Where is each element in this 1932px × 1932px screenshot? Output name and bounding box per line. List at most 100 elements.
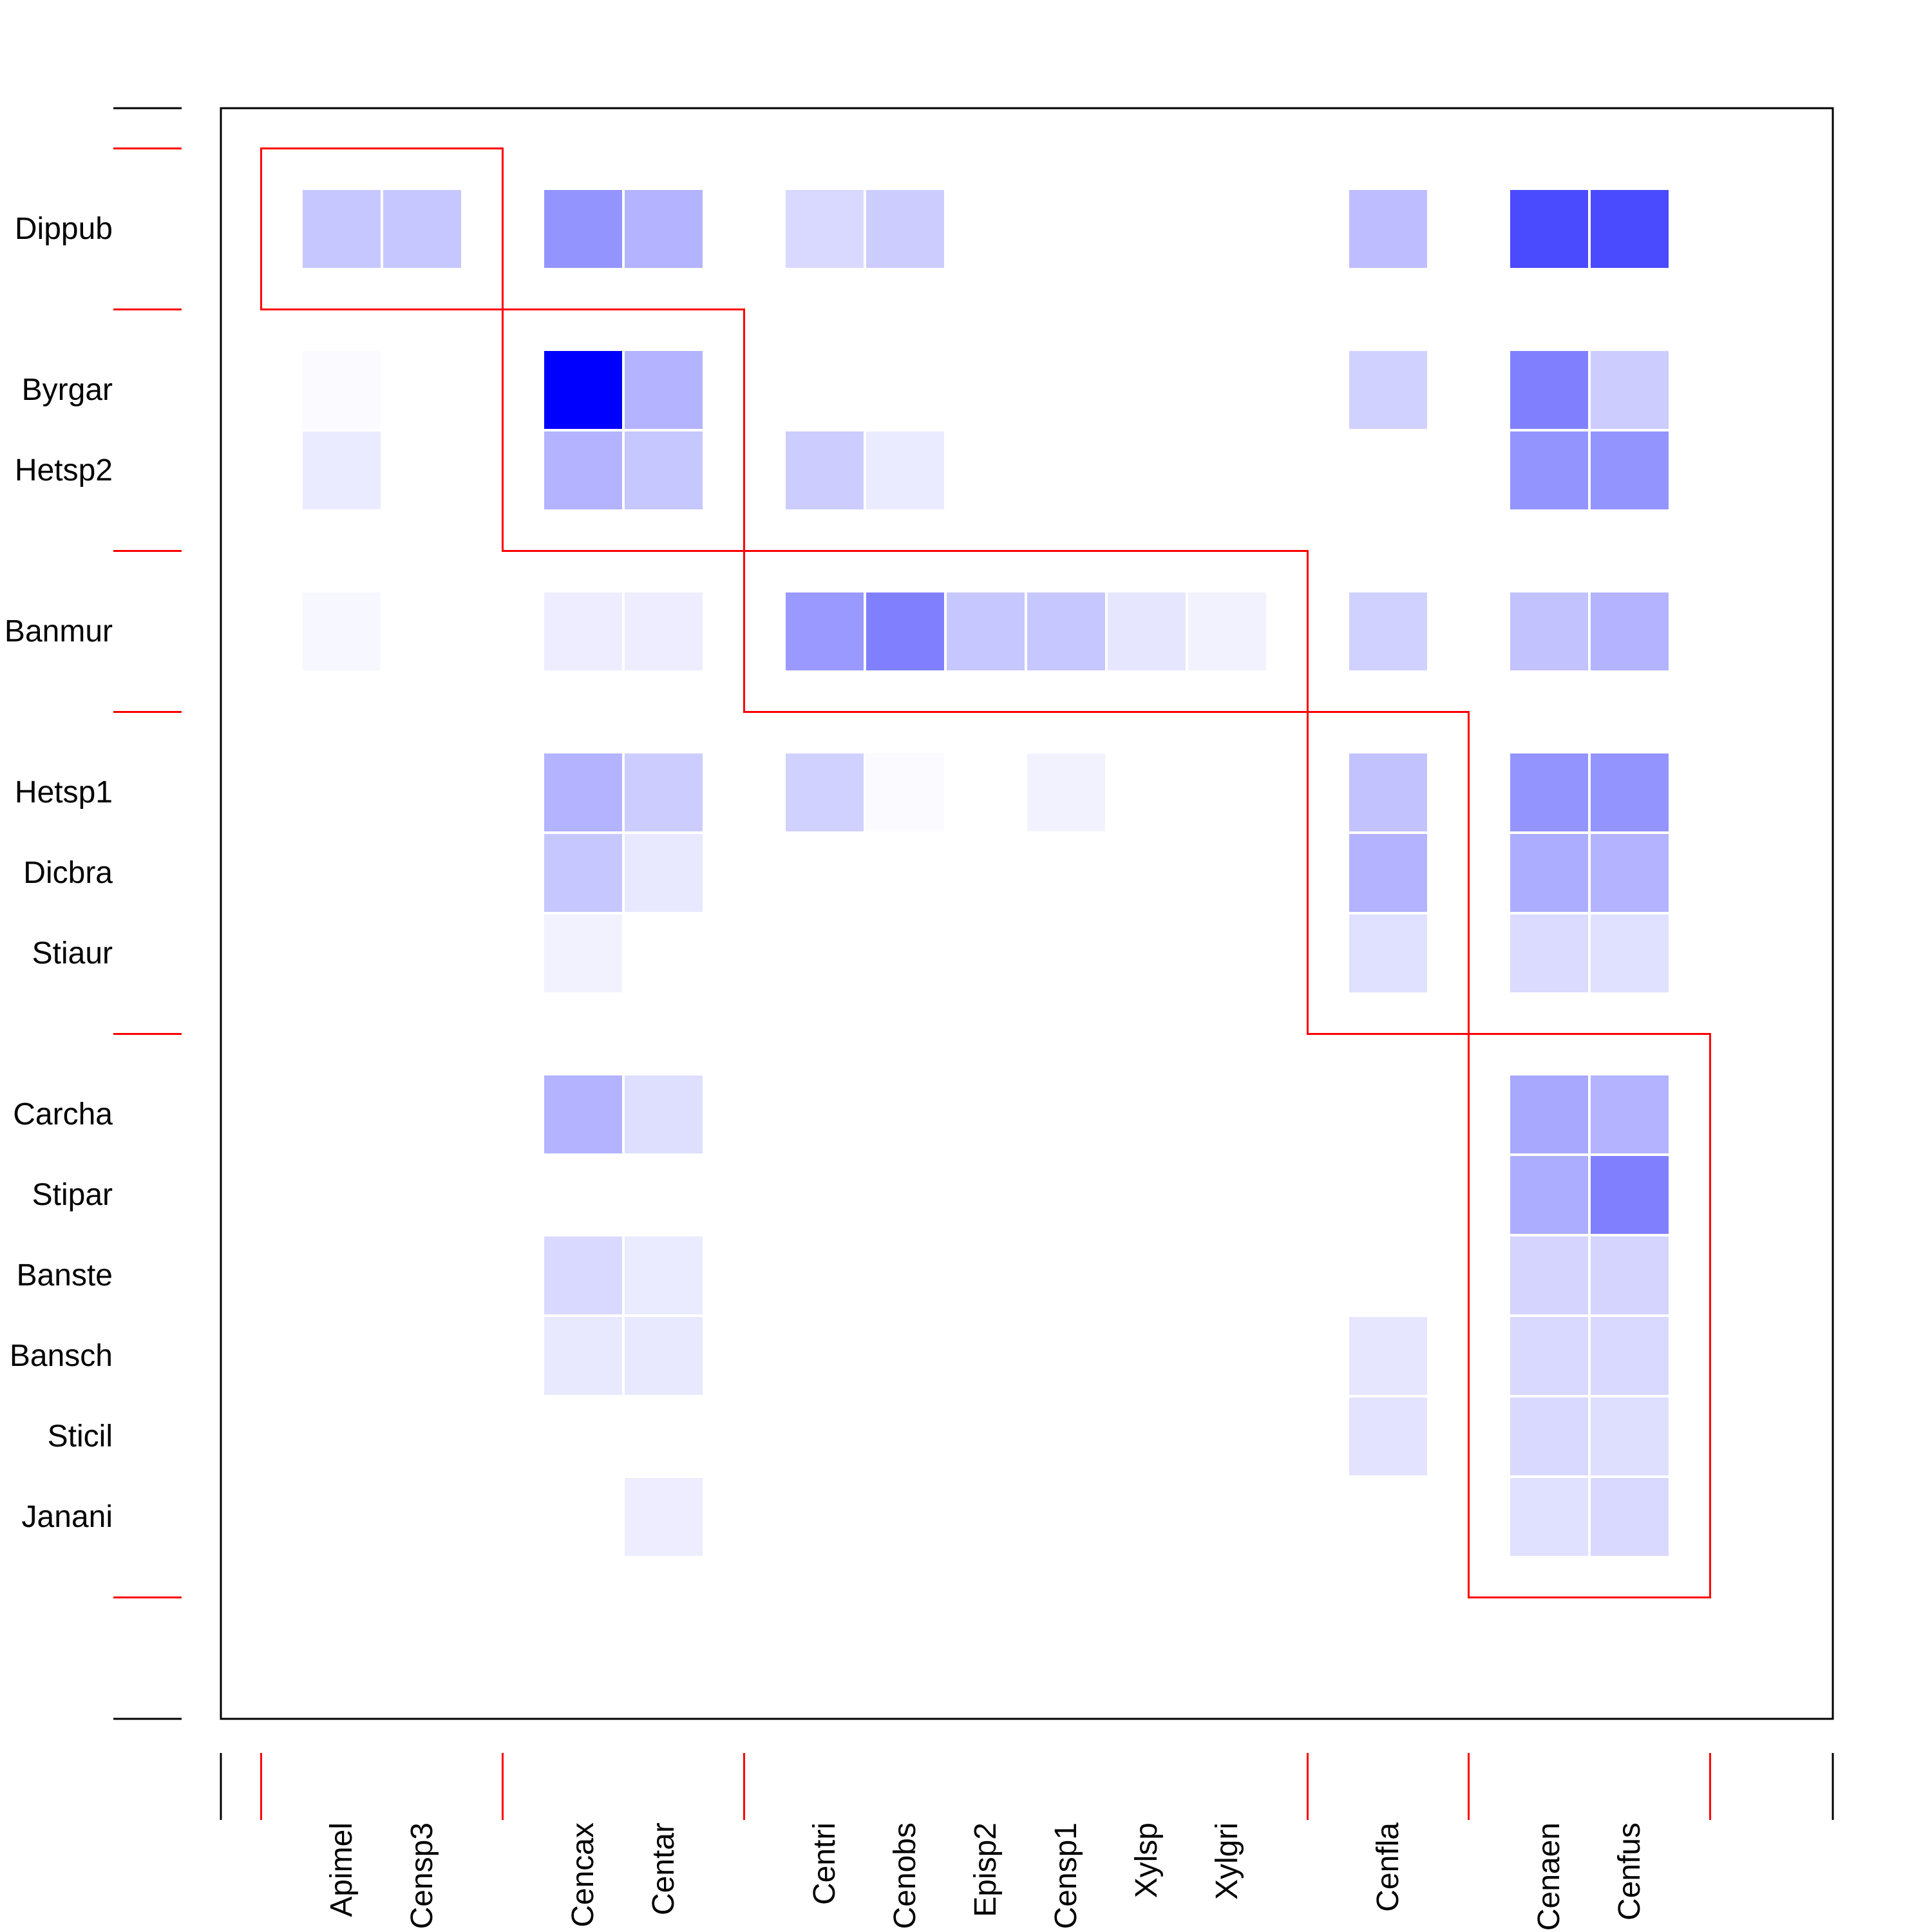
- heatmap-cell: [544, 914, 622, 992]
- heatmap-cell: [1510, 1478, 1588, 1556]
- heatmap-cell: [383, 190, 461, 268]
- column-label: Apimel: [325, 1823, 359, 1917]
- row-label: Stipar: [32, 1178, 113, 1212]
- heatmap-cell: [1510, 753, 1588, 831]
- heatmap-cell: [786, 592, 864, 670]
- heatmap-cell: [625, 1317, 703, 1395]
- heatmap-cell: [1591, 1236, 1669, 1314]
- heatmap-cell: [625, 190, 703, 268]
- row-label: Hetsp1: [15, 775, 113, 810]
- heatmap-cell: [544, 1236, 622, 1314]
- heatmap-cell: [1510, 431, 1588, 509]
- heatmap-cell: [303, 351, 381, 429]
- column-label: Cenobs: [888, 1823, 922, 1929]
- column-label: Cenfus: [1613, 1823, 1647, 1920]
- heatmap-cell: [1510, 914, 1588, 992]
- heatmap-cell: [1349, 190, 1427, 268]
- heatmap-cell: [544, 753, 622, 831]
- column-label: Centar: [647, 1823, 681, 1915]
- column-label: Cencax: [566, 1823, 600, 1927]
- heatmap-cell: [544, 431, 622, 509]
- heatmap-cell: [544, 351, 622, 429]
- heatmap-cell: [866, 592, 944, 670]
- heatmap-cell: [544, 834, 622, 912]
- heatmap-cell: [1108, 592, 1186, 670]
- heatmap-cells: [303, 190, 1669, 1556]
- heatmap-cell: [947, 592, 1025, 670]
- heatmap-cell: [625, 431, 703, 509]
- heatmap-cell: [303, 431, 381, 509]
- heatmap-cell: [1349, 592, 1427, 670]
- heatmap-cell: [544, 1317, 622, 1395]
- module-box: [1307, 711, 1470, 1035]
- heatmap-cell: [1510, 1156, 1588, 1234]
- heatmap-cell: [1591, 592, 1669, 670]
- module-boxes: [260, 147, 1711, 1598]
- column-label: Xylgri: [1210, 1823, 1244, 1900]
- heatmap-cell: [1591, 431, 1669, 509]
- row-label: Carcha: [13, 1097, 113, 1132]
- heatmap-cell: [866, 753, 944, 831]
- heatmap-cell: [1349, 914, 1427, 992]
- heatmap-cell: [1510, 1236, 1588, 1314]
- heatmap-cell: [1591, 914, 1669, 992]
- heatmap-cell: [786, 753, 864, 831]
- row-label: Stiaur: [32, 936, 113, 971]
- heatmap-cell: [544, 592, 622, 670]
- y-axis-ticks: [113, 107, 182, 1720]
- heatmap-cell: [786, 431, 864, 509]
- heatmap-cell: [1591, 1075, 1669, 1153]
- heatmap-cell: [1591, 1156, 1669, 1234]
- heatmap-cell: [625, 834, 703, 912]
- row-label: Byrgar: [22, 373, 113, 407]
- column-label: Centri: [808, 1823, 842, 1905]
- module-box: [260, 147, 504, 310]
- column-label: Episp2: [969, 1823, 1003, 1917]
- module-box: [502, 308, 745, 552]
- heatmap-cell: [303, 190, 381, 268]
- plot-frame: [220, 107, 1834, 1720]
- row-label: Banmur: [5, 614, 113, 649]
- row-label: Dicbra: [23, 856, 113, 890]
- heatmap-cell: [544, 190, 622, 268]
- heatmap-cell: [544, 1075, 622, 1153]
- heatmap-cell: [786, 190, 864, 268]
- heatmap-cell: [1027, 753, 1105, 831]
- heatmap-cell: [1510, 1317, 1588, 1395]
- y-axis-labels: Dippub Byrgar Hetsp2 Banmur Hetsp1 Dicbra Stia…: [5, 212, 113, 1534]
- heatmap-cell: [1591, 753, 1669, 831]
- heatmap-cell: [1510, 834, 1588, 912]
- heatmap-cell: [866, 431, 944, 509]
- heatmap-cell: [1591, 1317, 1669, 1395]
- column-label: Censp1: [1049, 1823, 1083, 1929]
- column-label: Xylsp: [1130, 1823, 1164, 1898]
- heatmap-cell: [625, 1236, 703, 1314]
- heatmap-cell: [1349, 834, 1427, 912]
- heatmap-cell: [1591, 190, 1669, 268]
- heatmap-cell: [303, 592, 381, 670]
- heatmap-cell: [1510, 190, 1588, 268]
- module-box: [743, 550, 1309, 713]
- heatmap-cell: [1591, 1478, 1669, 1556]
- row-label: Banste: [17, 1258, 113, 1293]
- row-label: Hetsp2: [15, 453, 113, 488]
- heatmap-cell: [1591, 1397, 1669, 1475]
- row-label: Sticil: [48, 1419, 113, 1454]
- heatmap-cell: [1349, 1317, 1427, 1395]
- x-axis-ticks: [220, 1753, 1834, 1820]
- heatmap-cell: [1591, 351, 1669, 429]
- heatmap-cell: [1188, 592, 1266, 670]
- heatmap-cell: [1510, 1397, 1588, 1475]
- heatmap-cell: [1510, 592, 1588, 670]
- heatmap-cell: [866, 190, 944, 268]
- heatmap-cell: [1349, 1397, 1427, 1475]
- heatmap-cell: [625, 1478, 703, 1556]
- module-box: [1468, 1033, 1711, 1598]
- column-label: Censp3: [405, 1823, 439, 1929]
- heatmap-cell: [1591, 834, 1669, 912]
- heatmap-cell: [625, 592, 703, 670]
- heatmap-cell: [1510, 351, 1588, 429]
- row-label: Dippub: [15, 212, 113, 246]
- heatmap-cell: [625, 351, 703, 429]
